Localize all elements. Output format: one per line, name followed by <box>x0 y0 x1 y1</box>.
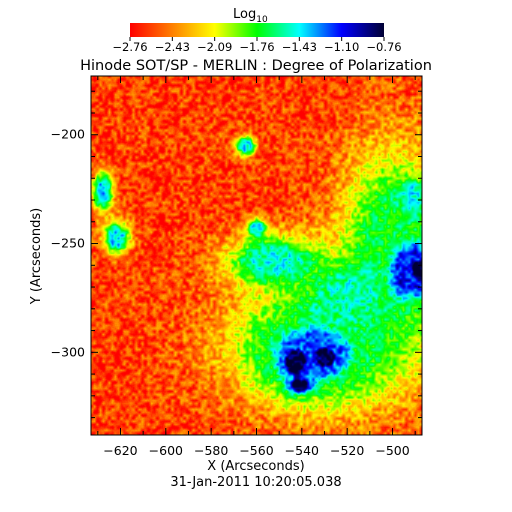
timestamp: 31-Jan-2011 10:20:05.038 <box>170 475 341 490</box>
colorbar-tick-label: −1.10 <box>324 40 359 54</box>
x-tick-label: −520 <box>330 443 364 458</box>
x-axis: −620 −600 −580 −560 −540 −520 −500 <box>97 76 416 458</box>
x-tick-label: −600 <box>149 443 183 458</box>
x-tick-label: −620 <box>103 443 137 458</box>
x-axis-label: X (Arcseconds) <box>207 459 304 474</box>
colorbar-tick-label: −2.43 <box>155 40 190 54</box>
y-tick-label: −300 <box>51 344 85 359</box>
colorbar-tick-label: −0.76 <box>366 40 401 54</box>
colorbar-tick-label: −1.43 <box>282 40 317 54</box>
x-tick-label: −540 <box>285 443 319 458</box>
y-tick-label: −200 <box>51 127 85 142</box>
x-tick-label: −580 <box>194 443 228 458</box>
colorbar-tick-label: −1.76 <box>239 40 274 54</box>
x-tick-label: −500 <box>375 443 409 458</box>
colorbar-tick-label: −2.76 <box>112 40 147 54</box>
y-axis-label: Y (Arcseconds) <box>29 208 44 305</box>
x-tick-label: −560 <box>239 443 273 458</box>
colorbar-ticks: −2.76 −2.43 −2.09 −1.76 −1.43 −1.10 −0.76 <box>112 37 402 54</box>
y-tick-label: −250 <box>51 236 85 251</box>
y-axis: −200 −250 −300 <box>51 90 422 419</box>
heatmap-image <box>91 76 422 435</box>
colorbar-label: Log10 <box>233 7 268 25</box>
chart-title: Hinode SOT/SP - MERLIN : Degree of Polar… <box>80 58 432 74</box>
colorbar <box>130 23 384 37</box>
colorbar-tick-label: −2.09 <box>197 40 232 54</box>
